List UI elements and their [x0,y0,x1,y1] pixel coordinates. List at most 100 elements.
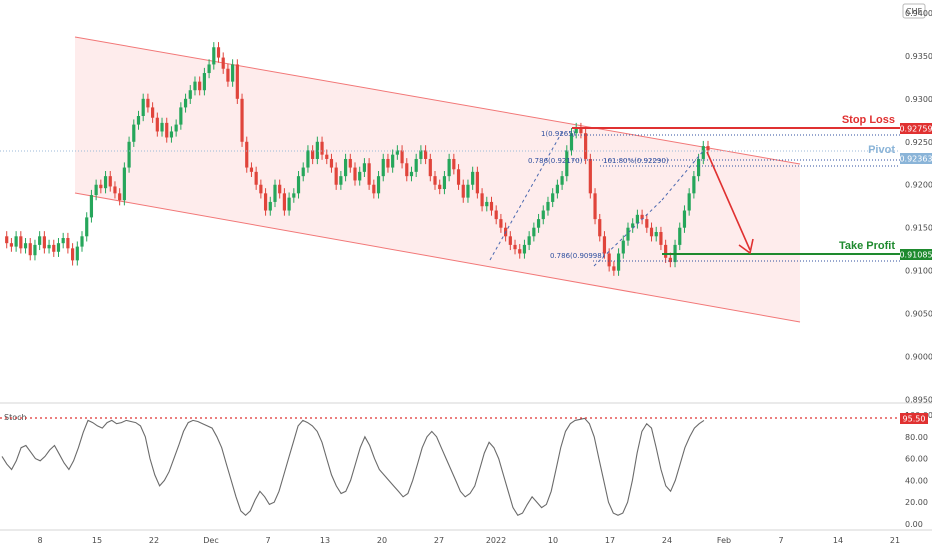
candle-body [381,158,385,177]
candle-body [249,167,254,172]
candle-body [687,193,691,211]
candle-body [372,184,376,194]
time-tick-label: 13 [320,536,330,545]
candle-body [23,243,28,249]
projection-arrow-line[interactable] [706,151,751,251]
candle-body [245,141,249,168]
candle-body [240,98,244,142]
candle-body [282,193,286,211]
candle-body [188,90,192,99]
candle-body [419,150,423,159]
candle-body [202,73,206,91]
candle-body [494,210,498,220]
stop-loss-price: 0.92759 [899,125,932,134]
fib-label-0786-lower: 0.786(0.90998) [550,252,605,260]
candle-body [400,150,404,164]
currency-label: CHF [906,7,923,16]
candle-body [127,141,131,168]
candle-body [480,193,484,207]
candle-body [207,64,211,74]
time-tick-label: 8 [37,536,42,545]
candle-body [579,128,583,134]
projection-arrow-head [738,238,754,255]
fib-label-1618: 161.80%(0.92290) [603,157,669,165]
candle-body [273,184,277,202]
candle-body [659,232,663,245]
fib-label-0786-upper: 0.786(0.92170) [528,157,583,165]
candle-body [42,236,46,249]
pivot-label: Pivot [868,144,895,156]
fib-swing-c [661,149,705,201]
candle-body [329,158,334,168]
time-tick-label: 21 [890,536,900,545]
candle-body [268,201,272,211]
candle-body [456,169,461,185]
candle-body [118,193,122,201]
time-tick-label: Dec [203,536,218,545]
candle-body [320,141,324,155]
take-profit-label: Take Profit [839,240,895,252]
candle-body [508,236,512,245]
candle-body [315,141,319,159]
candle-body [113,186,117,194]
candle-body [165,122,169,138]
stop-loss-label: Stop Loss [842,114,895,126]
candle-body [395,150,399,155]
candle-body [428,158,432,177]
currency-badge[interactable] [902,3,926,19]
candle-body [235,64,239,99]
candle-body [254,171,258,185]
time-axis-ticks: 8 15 22 Dec 7 13 20 27 2022 10 17 24 Feb 7 14 21 [37,536,900,545]
candle-body [353,167,357,181]
time-tick-label: 7 [265,536,270,545]
candle-body [466,184,470,198]
candle-body [66,238,70,249]
candle-body [532,227,536,237]
candle-body [358,171,362,181]
candle-body [574,128,578,134]
candle-body [452,158,456,170]
candle-body [80,236,84,247]
candle-body [461,184,465,198]
candle-body [14,236,18,247]
candle-body [616,253,621,271]
candle-body [75,246,79,261]
candle-body [433,176,437,185]
candle-body [179,107,183,125]
stoch-tick-label: 60.00 [905,455,928,464]
candle-body [292,193,296,198]
candle-body [546,201,550,211]
candle-body [701,146,705,159]
candle-body [160,122,164,132]
take-profit-price: 0.91085 [899,251,932,260]
take-profit-price-badge [900,249,932,260]
candle-body [231,64,235,82]
candle-body [362,163,367,172]
candle-body [696,158,701,177]
pivot-price: 0.92363 [899,155,932,164]
candle-body [607,253,611,267]
time-tick-label: 24 [662,536,672,545]
candle-body [602,236,607,254]
candle-body [99,184,103,189]
candle-body [311,150,315,159]
candle-body [376,176,381,194]
candle-body [424,150,428,159]
fib-swing-b [593,199,663,267]
channel-lower-line[interactable] [74,192,801,323]
candle-body [5,236,9,244]
time-tick-label: Feb [717,536,731,545]
stoch-value: 95.50 [903,415,926,424]
channel-upper-line[interactable] [74,36,801,165]
candle-body [489,201,494,211]
candle-body [522,244,527,254]
candle-body [654,232,658,237]
candle-body [38,236,42,245]
